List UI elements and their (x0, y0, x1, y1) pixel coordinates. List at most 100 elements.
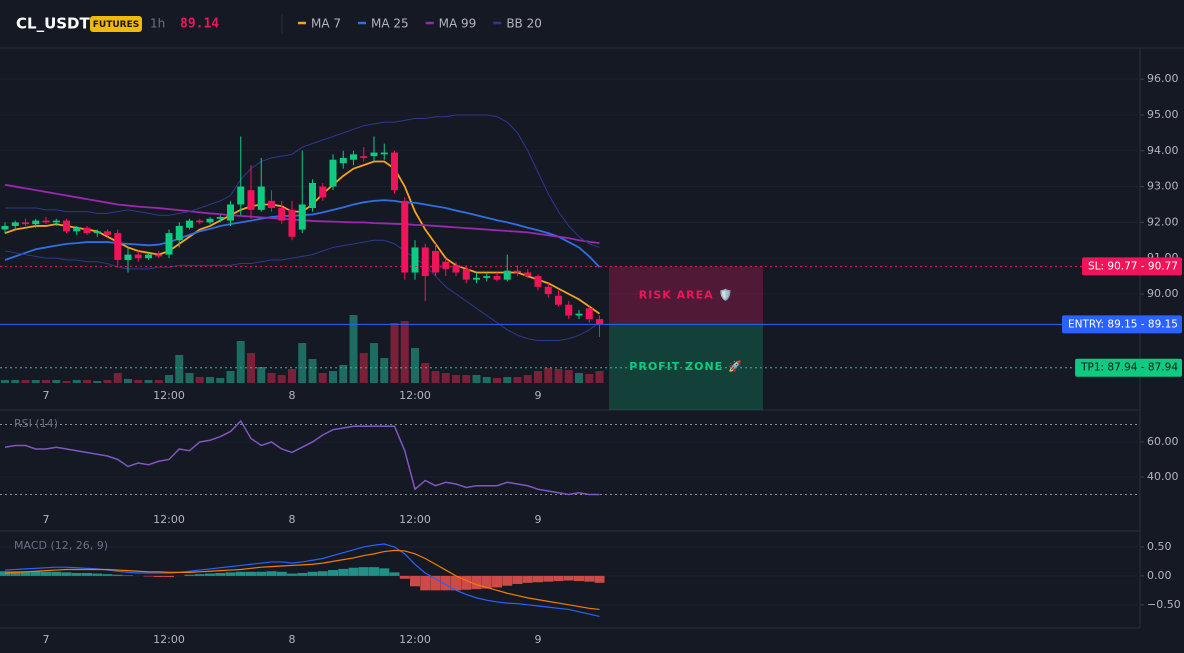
candle-body (483, 276, 491, 278)
candle-body (257, 186, 265, 210)
histogram-bar (328, 570, 338, 576)
candle-body (524, 272, 532, 277)
histogram-bar (184, 574, 195, 576)
profit-zone (609, 324, 763, 410)
candle-body (319, 186, 327, 198)
histogram-bar (522, 575, 533, 583)
volume-bar (62, 381, 71, 383)
indicator-line (4, 239, 600, 342)
volume-bar (554, 369, 563, 383)
legend: MA 7 MA 25 MA 99 BB 20 (298, 17, 542, 31)
candle-body (1, 225, 9, 230)
candle-body (360, 156, 368, 158)
volume-bar (411, 348, 419, 383)
x-tick-label: 7 (43, 633, 50, 646)
histogram-bar (481, 575, 492, 589)
x-tick-label: 9 (535, 389, 542, 402)
volume-bar (380, 358, 389, 383)
volume-bar (267, 373, 276, 383)
risk-zone (609, 266, 763, 325)
volume-bar (359, 353, 368, 383)
volume-bar (431, 371, 440, 383)
volume-bar (134, 380, 143, 383)
histogram-bar (440, 575, 451, 591)
x-tick-label: 12:00 (153, 633, 185, 646)
histogram-bar (61, 572, 72, 576)
y-tick-label: 0.00 (1147, 569, 1172, 582)
volume-bar (257, 367, 266, 383)
volume-bar (400, 321, 409, 383)
candle-body (596, 319, 603, 325)
histogram-bar (553, 575, 564, 582)
volume-bar (441, 373, 450, 383)
candle-body (268, 200, 275, 209)
volume-bar (72, 380, 81, 383)
volume-bar (226, 371, 235, 383)
candle-body (473, 277, 480, 280)
histogram-bar (164, 575, 174, 578)
candle-body (278, 208, 286, 221)
last-price: 89.14 (180, 17, 219, 32)
candle-body (11, 222, 19, 226)
x-tick-label: 12:00 (399, 513, 431, 526)
candle-body (503, 270, 511, 280)
histogram-bar (420, 575, 431, 591)
volume-bar (165, 375, 173, 383)
x-tick-label: 12:00 (153, 389, 185, 402)
candle-body (452, 265, 460, 273)
y-tick-label: 95.00 (1147, 108, 1179, 121)
volume-bar (1, 380, 9, 383)
volume-bar (390, 323, 399, 383)
volume-bar (144, 380, 153, 383)
histogram-bar (399, 575, 410, 579)
volume-bar (103, 380, 112, 383)
candle-body (288, 209, 296, 237)
volume-bar (482, 377, 491, 383)
histogram-bar (543, 575, 554, 582)
volume-bar (318, 373, 327, 383)
histogram-bar (287, 573, 297, 576)
candle-body (432, 251, 439, 273)
volume-bar (462, 375, 471, 383)
y-tick-label: 90.00 (1147, 287, 1179, 300)
histogram-bar (82, 572, 92, 576)
candle-body (227, 204, 234, 221)
y-tick-label: 92.00 (1147, 215, 1179, 228)
histogram-bar (266, 571, 277, 576)
volume-bar (11, 380, 20, 383)
candle-body (565, 304, 573, 316)
interval: 1h (150, 17, 165, 31)
histogram-bar (235, 571, 246, 576)
histogram-bar (379, 568, 390, 576)
histogram-bar (123, 575, 133, 576)
volume-bar (370, 343, 378, 383)
volume-bar (236, 341, 245, 383)
volume-bar (195, 377, 204, 383)
histogram-bar (502, 575, 513, 586)
volume-bar (349, 315, 358, 383)
volume-bar (595, 371, 604, 383)
macd-line (4, 549, 600, 611)
histogram-bar (153, 575, 164, 578)
histogram-bar (276, 571, 287, 576)
level-label: ENTRY: 89.15 - 89.15 (1068, 318, 1178, 330)
level-label: TP1: 87.94 - 87.94 (1080, 362, 1178, 374)
level-label-bg (1061, 315, 1182, 334)
x-tick-label: 12:00 (153, 513, 185, 526)
candle-body (555, 295, 562, 305)
candle-body (114, 233, 122, 260)
histogram-bar (563, 575, 574, 581)
candle-body (411, 247, 419, 273)
histogram-bar (533, 575, 543, 583)
histogram-bar (307, 571, 318, 576)
histogram-bar (71, 572, 82, 576)
level-label: SL: 90.77 - 90.77 (1088, 260, 1178, 272)
candle-body (462, 268, 470, 280)
candle-body (32, 220, 40, 225)
histogram-bar (430, 575, 441, 591)
volume-bar (298, 343, 307, 383)
candle-body (442, 261, 450, 269)
pane-title: MACD (12, 26, 9) (14, 539, 108, 552)
legend-entry: BB 20 (506, 17, 542, 31)
